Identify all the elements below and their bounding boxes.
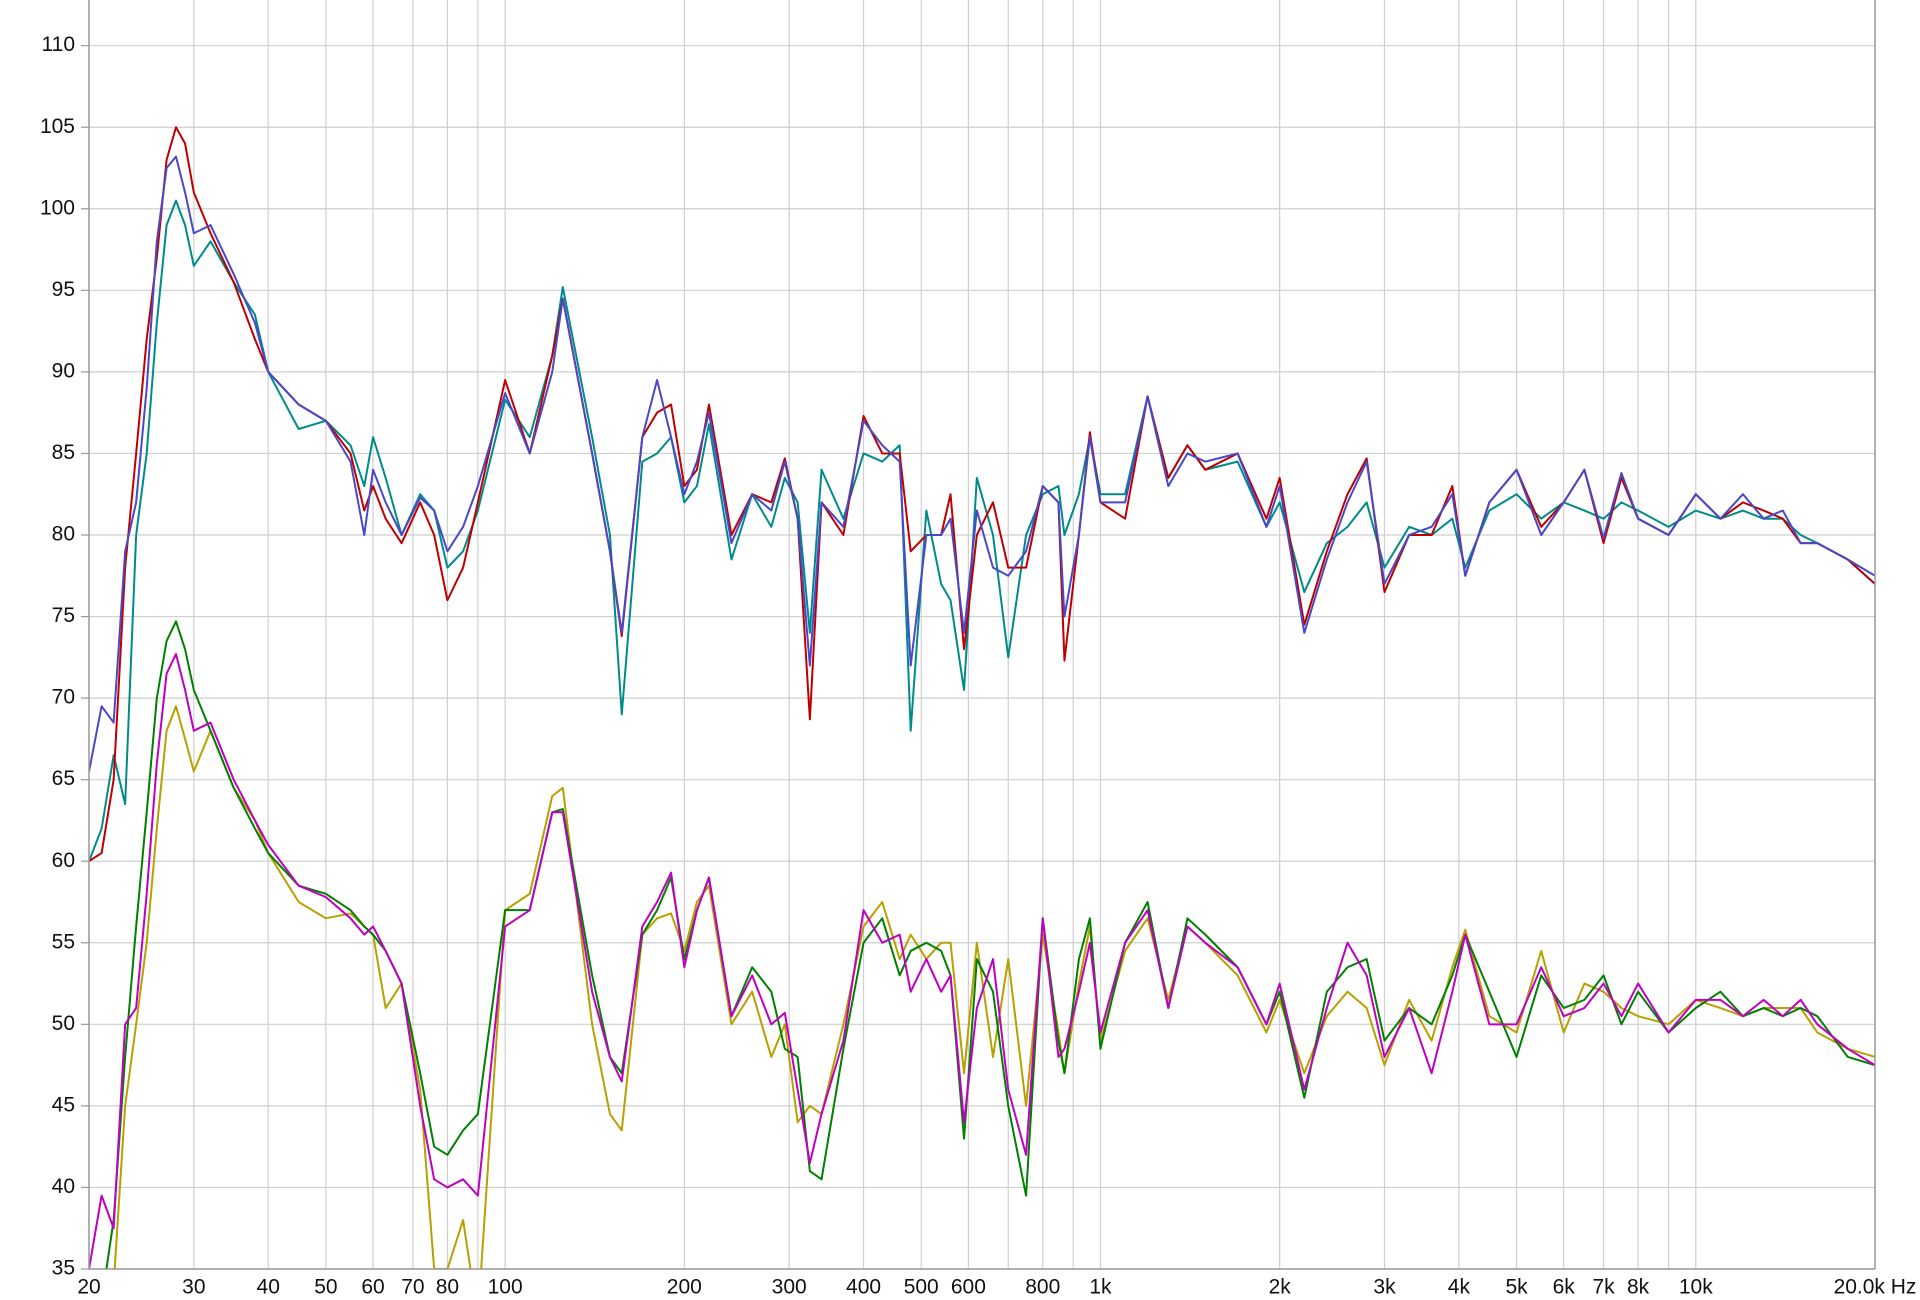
y-tick-label: 35 — [52, 1257, 75, 1280]
y-tick-label: 55 — [52, 930, 75, 953]
x-tick-label: 600 — [951, 1276, 986, 1299]
traces — [89, 126, 1875, 1269]
x-tick-label: 800 — [1025, 1276, 1060, 1299]
y-tick-label: 80 — [52, 523, 75, 546]
x-tick-label: 60 — [361, 1276, 384, 1299]
x-tick-label: 1k — [1089, 1276, 1112, 1299]
x-tick-label: 20 — [77, 1276, 100, 1299]
y-tick-label: 70 — [52, 686, 75, 709]
plot-area — [89, 0, 1875, 1269]
axis-labels: 35 40 45 50 55 60 65 70 75 80 85 90 95 100 105 110 20 30 4… — [40, 33, 1916, 1298]
y-tick-label: 40 — [52, 1175, 75, 1198]
y-tick-label: 65 — [52, 767, 75, 790]
x-tick-label: 500 — [904, 1276, 939, 1299]
response-trace — [89, 155, 1875, 772]
grid — [88, 0, 1876, 1270]
x-tick-label: 100 — [488, 1276, 523, 1299]
x-tick-label: 70 — [401, 1276, 424, 1299]
x-tick-label: 30 — [182, 1276, 205, 1299]
response-trace — [89, 653, 1875, 1269]
x-tick-label: 300 — [772, 1276, 807, 1299]
y-tick-label: 95 — [52, 278, 75, 301]
y-tick-label: 85 — [52, 441, 75, 464]
y-tick-label: 45 — [52, 1093, 75, 1116]
response-trace — [113, 705, 1875, 1269]
y-tick-label: 50 — [52, 1012, 75, 1035]
x-tick-label: 4k — [1448, 1276, 1471, 1299]
x-tick-label: 20.0k Hz — [1834, 1276, 1917, 1299]
y-tick-label: 105 — [40, 115, 75, 138]
x-tick-label: 80 — [436, 1276, 459, 1299]
y-tick-label: 100 — [40, 196, 75, 219]
x-tick-label: 5k — [1505, 1276, 1528, 1299]
x-tick-label: 7k — [1592, 1276, 1615, 1299]
response-trace — [89, 199, 1875, 862]
x-tick-label: 50 — [314, 1276, 337, 1299]
y-tick-label: 60 — [52, 849, 75, 872]
response-trace — [105, 620, 1875, 1269]
x-tick-label: 400 — [846, 1276, 881, 1299]
x-tick-label: 2k — [1269, 1276, 1292, 1299]
x-tick-label: 3k — [1373, 1276, 1396, 1299]
y-tick-label: 90 — [52, 359, 75, 382]
y-tick-label: 110 — [42, 33, 75, 56]
x-tick-label: 6k — [1553, 1276, 1576, 1299]
x-tick-label: 40 — [257, 1276, 280, 1299]
x-tick-label: 200 — [667, 1276, 702, 1299]
x-tick-label: 8k — [1627, 1276, 1650, 1299]
y-tick-label: 75 — [52, 604, 75, 627]
x-tick-label: 10k — [1679, 1276, 1713, 1299]
